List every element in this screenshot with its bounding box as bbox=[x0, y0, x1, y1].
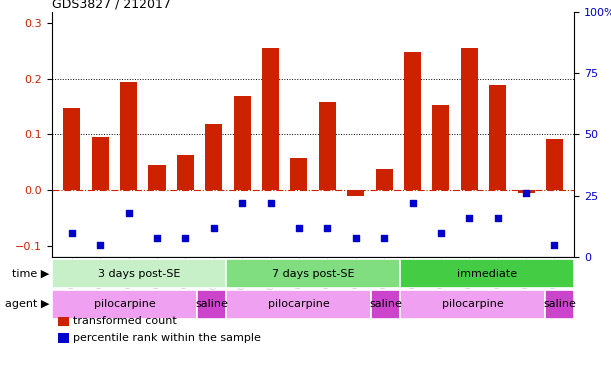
Point bbox=[379, 235, 389, 241]
Bar bbox=[92, 137, 109, 190]
Point bbox=[521, 190, 531, 197]
Point bbox=[549, 242, 559, 248]
Text: pilocarpine: pilocarpine bbox=[93, 299, 155, 310]
Point bbox=[294, 225, 304, 231]
Bar bbox=[262, 48, 279, 190]
Point bbox=[436, 230, 446, 236]
Text: time ▶: time ▶ bbox=[12, 268, 49, 279]
Bar bbox=[233, 96, 251, 190]
Text: immediate: immediate bbox=[457, 268, 518, 279]
Bar bbox=[545, 290, 574, 319]
Bar bbox=[64, 108, 80, 190]
Text: transformed count: transformed count bbox=[73, 316, 177, 326]
Point bbox=[152, 235, 162, 241]
Point bbox=[408, 200, 417, 206]
Text: saline: saline bbox=[543, 299, 576, 310]
Bar bbox=[433, 105, 450, 190]
Point bbox=[180, 235, 190, 241]
Text: 3 days post-SE: 3 days post-SE bbox=[98, 268, 180, 279]
Bar bbox=[347, 190, 364, 196]
Point bbox=[67, 230, 77, 236]
Text: pilocarpine: pilocarpine bbox=[268, 299, 329, 310]
Text: saline: saline bbox=[369, 299, 402, 310]
Bar bbox=[371, 290, 400, 319]
Point bbox=[266, 200, 276, 206]
Text: pilocarpine: pilocarpine bbox=[442, 299, 503, 310]
Point bbox=[123, 210, 133, 216]
Point bbox=[323, 225, 332, 231]
Text: agent ▶: agent ▶ bbox=[4, 299, 49, 310]
Bar bbox=[226, 290, 371, 319]
Point bbox=[95, 242, 105, 248]
Bar bbox=[400, 259, 574, 288]
Point bbox=[209, 225, 219, 231]
Bar bbox=[197, 290, 226, 319]
Bar bbox=[290, 159, 307, 190]
Point bbox=[493, 215, 503, 221]
Text: 7 days post-SE: 7 days post-SE bbox=[272, 268, 354, 279]
Text: GDS3827 / 212017: GDS3827 / 212017 bbox=[52, 0, 171, 10]
Text: saline: saline bbox=[195, 299, 228, 310]
Bar bbox=[148, 165, 166, 190]
Bar bbox=[319, 102, 336, 190]
Point bbox=[237, 200, 247, 206]
Bar bbox=[205, 124, 222, 190]
Bar bbox=[120, 83, 137, 190]
Text: percentile rank within the sample: percentile rank within the sample bbox=[73, 333, 261, 343]
Bar bbox=[461, 48, 478, 190]
Bar bbox=[226, 259, 400, 288]
Bar bbox=[52, 290, 197, 319]
Point bbox=[464, 215, 474, 221]
Bar bbox=[52, 259, 226, 288]
Bar bbox=[518, 190, 535, 193]
Bar bbox=[546, 139, 563, 190]
Point bbox=[351, 235, 360, 241]
Bar bbox=[404, 52, 421, 190]
Bar bbox=[400, 290, 546, 319]
Bar bbox=[177, 155, 194, 190]
Bar bbox=[376, 169, 393, 190]
Bar bbox=[489, 85, 506, 190]
